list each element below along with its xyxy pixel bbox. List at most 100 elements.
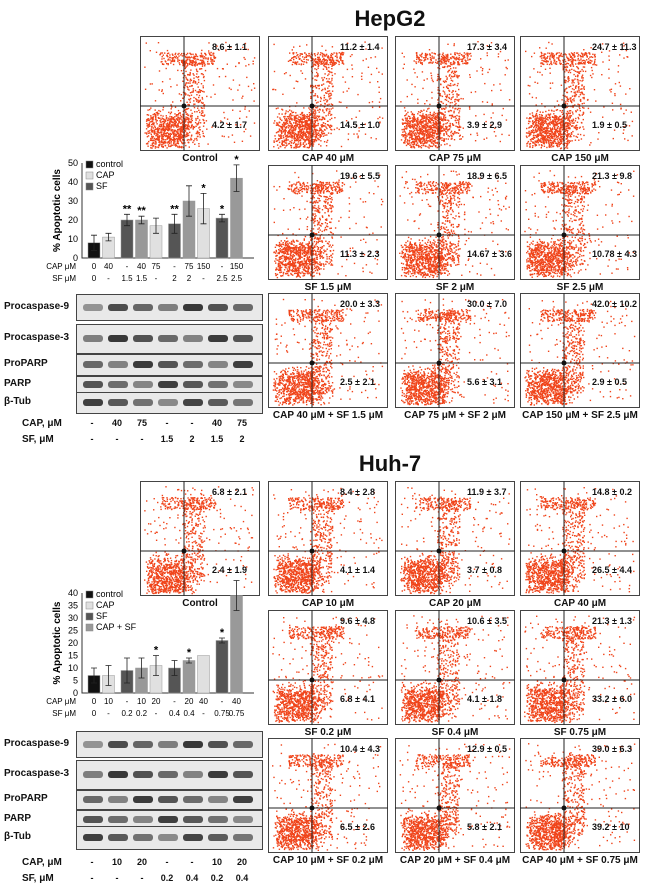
- treatment-cell: -: [80, 418, 104, 428]
- upper-right-percent: 39.0 ± 6.3: [592, 744, 632, 754]
- flow-cytometry-panel: 17.3 ± 3.4 3.9 ± 2.9 CAP 75 μM: [395, 36, 515, 164]
- significance-star: *: [201, 182, 206, 194]
- protein-band: [133, 834, 153, 841]
- plot-frame: [520, 610, 640, 725]
- error-bar: [219, 213, 225, 223]
- y-axis-label: % Apoptotic cells: [52, 601, 63, 684]
- protein-band: [133, 399, 153, 406]
- scatter-plot: [268, 738, 388, 853]
- plot-frame: [395, 610, 515, 725]
- lower-right-percent: 2.9 ± 0.5: [592, 377, 627, 387]
- treatment-cell: 40: [205, 418, 229, 428]
- protein-band: [83, 816, 103, 823]
- protein-band: [208, 381, 228, 388]
- x-cap-label: 75: [152, 262, 161, 271]
- x-row-label-sf: SF μM: [52, 274, 76, 283]
- protein-band: [233, 740, 253, 748]
- quadrant-center: [181, 103, 187, 109]
- x-sf-label: 2: [187, 274, 192, 283]
- blot-label: β-Tub: [4, 396, 31, 407]
- protein-band: [83, 834, 103, 841]
- legend-swatch: [85, 160, 94, 169]
- event-dots: [525, 487, 635, 594]
- bar: [182, 660, 196, 694]
- quadrant-center: [309, 103, 315, 109]
- upper-right-percent: 9.6 ± 4.8: [340, 616, 375, 626]
- lower-right-percent: 4.1 ± 1.4: [340, 565, 375, 575]
- x-cap-label: 150: [230, 262, 244, 271]
- error-bar: [124, 213, 130, 227]
- lower-right-percent: 5.8 ± 2.1: [467, 822, 502, 832]
- panel-label: CAP 40 μM: [248, 153, 408, 164]
- protein-band: [133, 771, 153, 778]
- significance-star: *: [234, 154, 239, 166]
- protein-band: [208, 303, 228, 311]
- event-dots: [272, 616, 384, 724]
- x-cap-label: 40: [232, 697, 241, 706]
- significance-star: *: [234, 580, 239, 582]
- plot-frame: [395, 165, 515, 280]
- quadrant-center: [436, 360, 442, 366]
- x-cap-label: -: [126, 697, 129, 706]
- x-cap-label: 0: [92, 697, 97, 706]
- protein-band: [233, 361, 253, 368]
- protein-band: [183, 381, 203, 388]
- upper-right-percent: 6.8 ± 2.1: [212, 487, 247, 497]
- protein-band: [108, 335, 128, 342]
- error-bar: [124, 657, 130, 684]
- protein-band: [183, 771, 203, 778]
- protein-band: [133, 816, 153, 823]
- legend-entry: SF: [96, 181, 108, 191]
- error-bar: [171, 660, 178, 676]
- panel-label: CAP 40 μM + SF 0.75 μM: [500, 855, 650, 866]
- protein-band: [233, 399, 253, 406]
- blot-band-strip: [76, 324, 263, 354]
- bar: [215, 640, 229, 694]
- blot-band-strip: [76, 810, 263, 830]
- x-cap-label: -: [126, 262, 129, 271]
- flow-cytometry-panel: 24.7 ± 11.3 1.9 ± 0.5 CAP 150 μM: [520, 36, 640, 164]
- quadrant-center: [309, 805, 315, 811]
- y-tick-label: 20: [68, 215, 78, 225]
- x-cap-label: 40: [104, 262, 113, 271]
- upper-right-percent: 30.0 ± 7.0: [467, 299, 507, 309]
- treatment-cell: 1.5: [205, 434, 229, 444]
- error-bar: [233, 580, 240, 611]
- panel-label: SF 0.4 μM: [375, 727, 535, 738]
- upper-right-percent: 8.4 ± 2.8: [340, 487, 375, 497]
- treatment-cell: -: [130, 434, 154, 444]
- error-bar: [105, 665, 112, 686]
- error-bar: [91, 234, 97, 251]
- scatter-plot: [268, 36, 388, 151]
- upper-right-percent: 14.8 ± 0.2: [592, 487, 632, 497]
- chart-axes: [81, 163, 254, 259]
- treatment-cell: -: [105, 873, 129, 883]
- treatment-cell: 1.5: [155, 434, 179, 444]
- protein-band: [183, 740, 203, 748]
- blot-label: Procaspase-3: [4, 332, 69, 343]
- x-cap-label: 0: [92, 262, 97, 271]
- error-bar: [91, 667, 97, 684]
- upper-right-percent: 12.9 ± 0.5: [467, 744, 507, 754]
- error-bar: [105, 232, 112, 242]
- panel-label: CAP 40 μM + SF 1.5 μM: [248, 410, 408, 421]
- panel-label: Control: [120, 153, 280, 164]
- protein-band: [183, 361, 203, 368]
- protein-band: [133, 335, 153, 342]
- flow-cytometry-panel: 8.6 ± 1.1 4.2 ± 1.7 Control: [140, 36, 260, 164]
- x-cap-label: -: [221, 697, 224, 706]
- protein-band: [158, 816, 178, 823]
- blot-label: Procaspase-3: [4, 768, 69, 779]
- plot-frame: [268, 165, 388, 280]
- protein-band: [208, 740, 228, 748]
- treatment-cell: 40: [105, 418, 129, 428]
- scatter-plot: [395, 610, 515, 725]
- chart-axes: [81, 593, 254, 694]
- protein-band: [108, 771, 128, 778]
- scatter-plot: [520, 738, 640, 853]
- upper-right-percent: 11.2 ± 1.4: [340, 42, 379, 52]
- legend-entry: CAP + SF: [96, 622, 137, 632]
- upper-right-percent: 18.9 ± 6.5: [467, 171, 507, 181]
- treatment-cell: 20: [130, 857, 154, 867]
